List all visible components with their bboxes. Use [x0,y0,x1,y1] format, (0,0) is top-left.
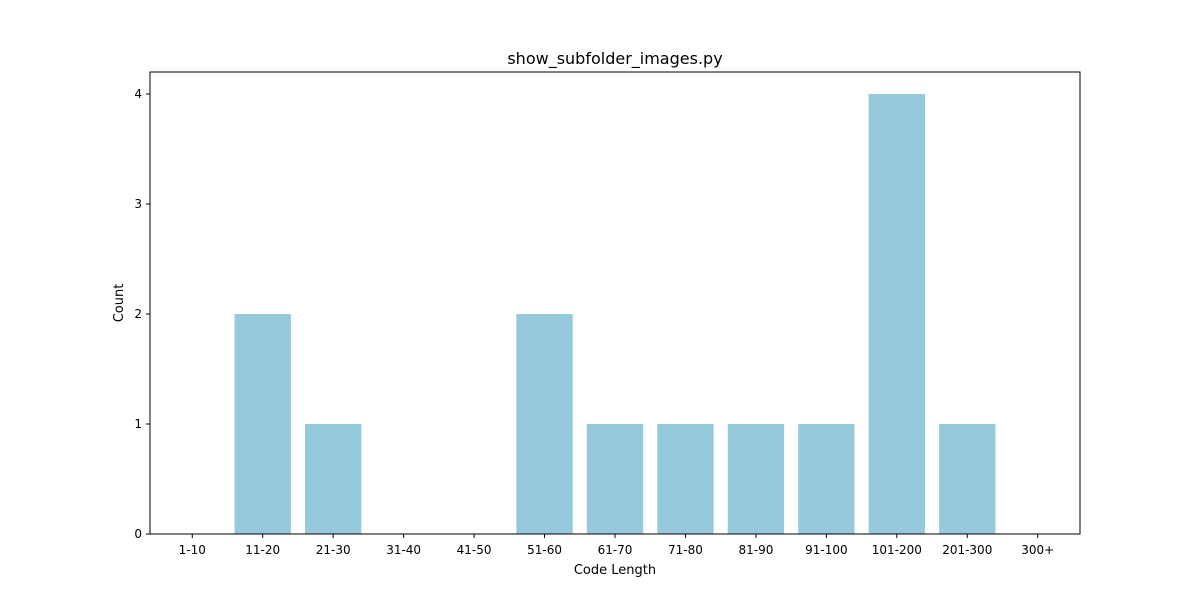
x-tick-label: 71-80 [668,543,703,557]
bar-81-90 [727,424,785,534]
bar-71-80 [657,424,714,534]
y-tick-label: 4 [134,87,142,101]
plot-frame [149,71,1081,535]
x-tick-label: 41-50 [457,543,492,557]
bar-11-20 [234,314,291,534]
x-tick-label: 300+ [1021,543,1054,557]
x-tick-label: 201-300 [942,543,992,557]
bar-61-70 [586,424,644,534]
x-tick-label: 91-100 [805,543,848,557]
y-tick-label: 0 [134,527,142,541]
y-tick-label: 3 [134,197,142,211]
x-tick-label: 81-90 [738,543,773,557]
bar-101-200 [868,94,925,534]
x-axis: 1-10 11-20 21-30 31-40 41-50 51-60 61-70 71-80 8… [179,534,1054,557]
y-tick-label: 2 [134,307,142,321]
x-tick-label: 61-70 [598,543,633,557]
x-tick-label: 101-200 [872,543,922,557]
bar-21-30 [305,424,362,534]
bar-201-300 [939,424,996,534]
x-axis-label: Code Length [574,563,656,578]
x-tick-label: 1-10 [179,543,206,557]
chart-title: show_subfolder_images.py [507,49,722,69]
x-tick-label: 51-60 [527,543,562,557]
bar-91-100 [798,424,855,534]
bar-51-60 [516,314,573,534]
x-tick-label: 11-20 [245,543,280,557]
y-axis: 0 1 2 3 4 [134,87,150,541]
y-axis-label: Count [112,284,127,323]
x-tick-label: 31-40 [386,543,421,557]
y-tick-label: 1 [134,417,142,431]
bars-group [234,94,996,534]
x-tick-label: 21-30 [316,543,351,557]
